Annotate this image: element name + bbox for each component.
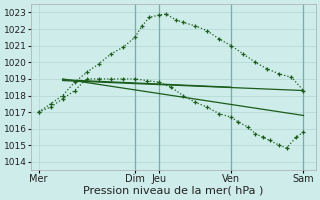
X-axis label: Pression niveau de la mer( hPa ): Pression niveau de la mer( hPa ) [83,186,264,196]
